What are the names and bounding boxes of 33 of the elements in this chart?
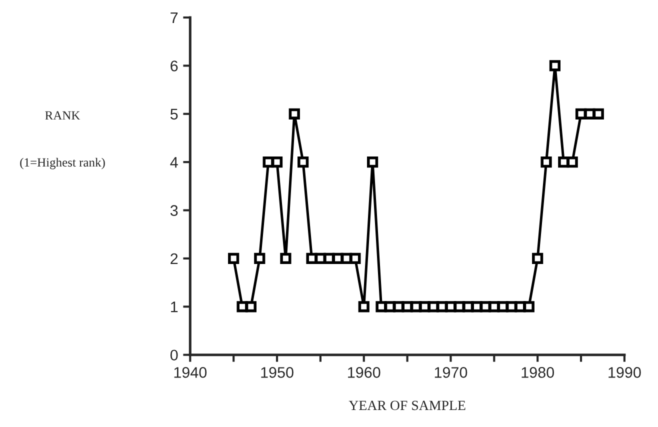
point xyxy=(288,108,300,120)
y-tick-label: 6 xyxy=(170,60,178,72)
y-tick-label: 3 xyxy=(170,205,178,216)
point xyxy=(254,252,266,264)
point xyxy=(523,301,534,312)
point xyxy=(367,156,378,168)
point xyxy=(280,252,292,264)
point xyxy=(228,252,240,264)
x-tick-label: 1950 xyxy=(261,367,294,378)
point xyxy=(532,252,544,264)
point xyxy=(245,301,257,312)
y-tick-label: 5 xyxy=(170,108,178,120)
point xyxy=(566,156,578,168)
x-tick-label: 1960 xyxy=(348,367,380,378)
point xyxy=(298,156,309,168)
y-tick-label: 0 xyxy=(170,350,178,361)
text: RANK xyxy=(45,111,80,120)
y-tick-label: 7 xyxy=(170,12,178,24)
x-tick-label: 1940 xyxy=(174,367,207,378)
x-tick-label: 1980 xyxy=(522,367,554,378)
point xyxy=(350,252,361,264)
point xyxy=(592,108,604,120)
text: (1=Highest rank) xyxy=(20,158,105,170)
y-tick-label: 1 xyxy=(171,302,178,312)
x-tick-label: 1970 xyxy=(434,367,468,378)
point xyxy=(540,156,552,168)
y-tick-label: 4 xyxy=(170,157,178,168)
x-axis-title: YEAR OF SAMPLE xyxy=(348,400,466,410)
point xyxy=(358,301,370,312)
y-tick-label: 2 xyxy=(170,253,178,264)
x-tick-label: 1990 xyxy=(608,367,641,378)
point xyxy=(271,156,283,168)
point xyxy=(549,60,561,72)
